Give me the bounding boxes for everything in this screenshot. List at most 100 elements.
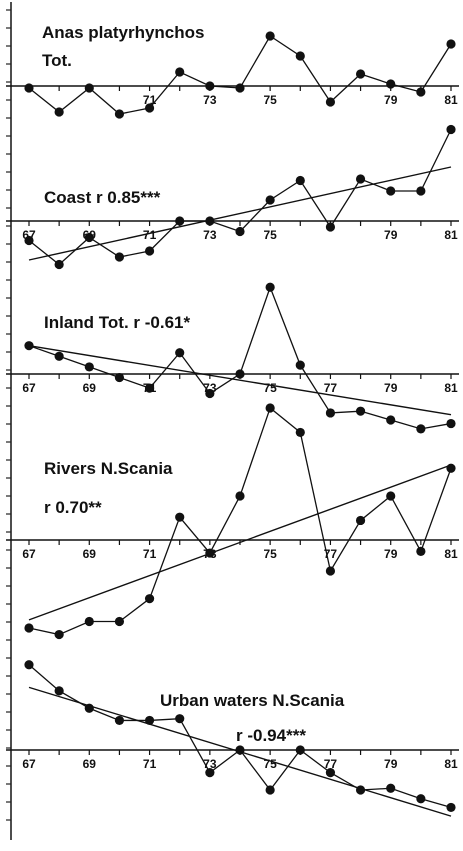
data-point <box>144 103 155 113</box>
data-point <box>84 616 94 627</box>
panel-label: r 0.70** <box>44 498 102 517</box>
x-tick-label: 79 <box>384 93 398 107</box>
data-point <box>416 186 426 196</box>
data-point <box>386 79 396 89</box>
data-point <box>235 745 245 755</box>
x-tick-label: 79 <box>384 757 398 771</box>
panel-2: 67697173757981Coast r 0.85*** <box>6 124 459 270</box>
data-point <box>205 768 215 778</box>
data-point <box>265 195 275 205</box>
data-point <box>24 341 34 351</box>
data-point <box>205 216 215 226</box>
data-point <box>446 418 456 429</box>
x-tick-label: 79 <box>384 228 398 242</box>
data-point <box>54 351 64 361</box>
data-point <box>54 107 64 117</box>
data-point <box>144 594 155 604</box>
panel-label: Tot. <box>42 51 72 70</box>
data-point <box>114 715 125 726</box>
x-tick-label: 77 <box>324 381 338 395</box>
series-line <box>28 285 452 430</box>
data-point <box>386 783 396 793</box>
data-point <box>295 175 305 186</box>
data-point <box>144 383 155 393</box>
data-point <box>265 785 275 795</box>
x-tick-label: 73 <box>203 228 217 242</box>
data-point <box>144 246 155 256</box>
panel-3: 6769717375777981Inland Tot. r -0.61* <box>6 282 459 434</box>
data-point <box>325 566 336 576</box>
panel-label: Urban waters N.Scania <box>160 691 345 710</box>
data-point <box>84 232 94 243</box>
data-point <box>144 715 155 726</box>
data-point <box>114 252 125 262</box>
panel-label: Rivers N.Scania <box>44 459 173 478</box>
x-tick-label: 75 <box>263 228 277 242</box>
data-point <box>446 802 456 813</box>
data-point <box>295 745 305 755</box>
data-point <box>114 616 125 627</box>
data-point <box>325 768 336 778</box>
data-point <box>386 415 396 425</box>
x-tick-label: 67 <box>22 757 36 771</box>
data-point <box>54 629 64 640</box>
trend-line <box>28 464 452 621</box>
x-tick-label: 77 <box>324 757 338 771</box>
series-line <box>28 406 452 636</box>
data-point <box>175 512 185 522</box>
data-point <box>295 51 305 61</box>
data-point <box>175 348 185 358</box>
x-tick-label: 79 <box>384 381 398 395</box>
data-point <box>265 403 275 413</box>
data-point <box>235 83 245 93</box>
data-point <box>295 427 305 438</box>
panel-label: Anas platyrhynchos <box>42 23 205 42</box>
data-point <box>114 372 125 383</box>
x-tick-label: 71 <box>143 547 157 561</box>
x-tick-label: 75 <box>263 547 277 561</box>
x-tick-label: 81 <box>444 93 458 107</box>
data-point <box>175 714 185 724</box>
data-point <box>24 235 34 246</box>
data-point <box>416 424 426 434</box>
data-point <box>175 216 185 226</box>
data-point <box>235 226 245 237</box>
x-tick-label: 69 <box>83 381 97 395</box>
x-tick-label: 75 <box>263 381 277 395</box>
x-tick-label: 81 <box>444 381 458 395</box>
x-tick-label: 81 <box>444 228 458 242</box>
data-point <box>325 97 336 107</box>
data-point <box>355 515 366 526</box>
x-tick-label: 67 <box>22 381 36 395</box>
data-point <box>446 463 456 473</box>
data-point <box>416 546 426 557</box>
data-point <box>355 406 366 416</box>
panel-label: Inland Tot. r -0.61* <box>44 313 190 332</box>
data-point <box>24 660 34 670</box>
data-point <box>386 186 396 196</box>
data-point <box>325 408 336 418</box>
data-point <box>416 794 426 804</box>
data-point <box>355 785 366 795</box>
data-point <box>325 222 336 232</box>
data-point <box>355 69 366 79</box>
x-tick-label: 79 <box>384 547 398 561</box>
panel-label: r -0.94*** <box>236 726 306 745</box>
data-point <box>54 259 64 270</box>
data-point <box>84 362 94 372</box>
x-tick-label: 81 <box>444 757 458 771</box>
data-point <box>355 174 366 184</box>
data-point <box>114 109 125 119</box>
data-point <box>295 360 305 370</box>
data-point <box>235 369 245 379</box>
data-point <box>84 83 94 93</box>
data-point <box>265 31 275 41</box>
data-point <box>446 124 456 135</box>
data-point <box>24 83 34 93</box>
data-point <box>205 388 215 399</box>
